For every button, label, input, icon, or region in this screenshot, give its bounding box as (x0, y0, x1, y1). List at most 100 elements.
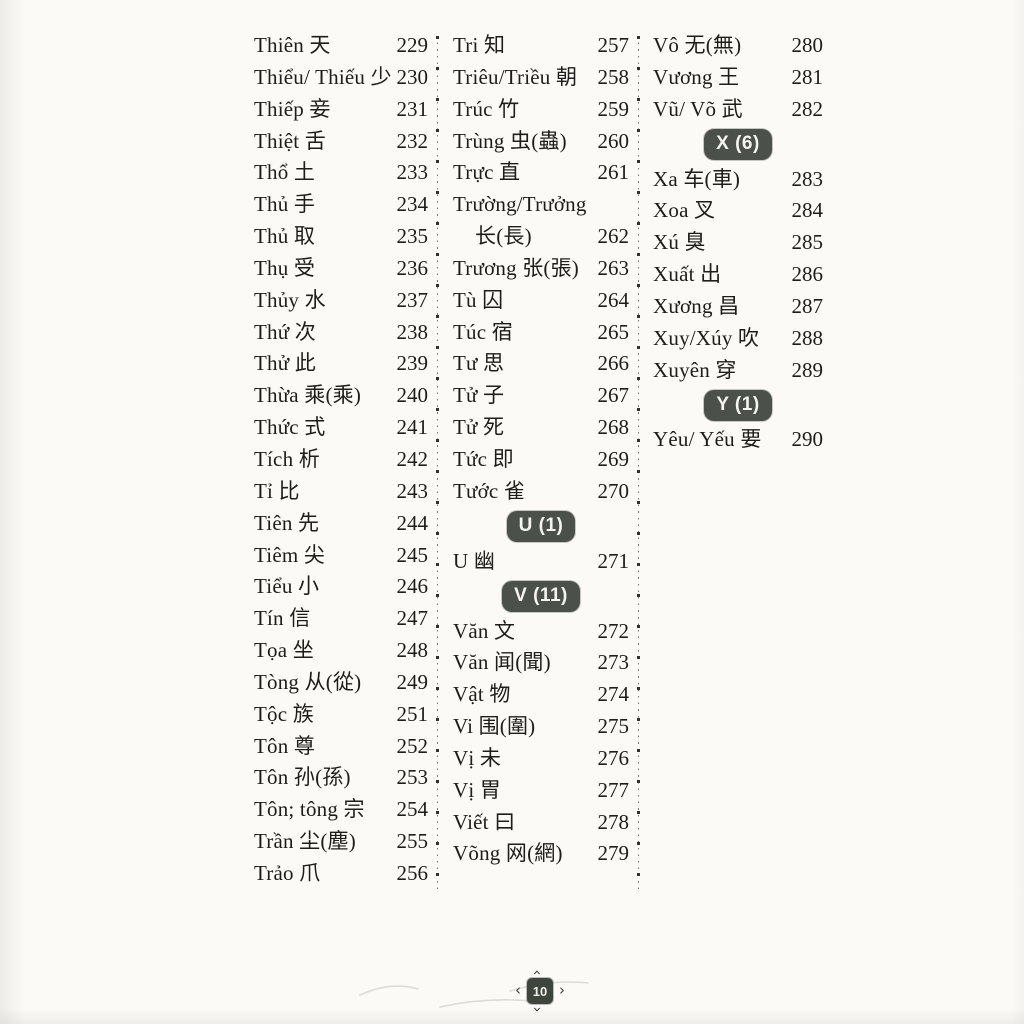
entry-term: Tư 思 (453, 351, 505, 376)
entry-page-number: 274 (597, 682, 630, 707)
chevron-down-icon: ‹ (527, 1006, 546, 1013)
entry-page-number: 255 (396, 829, 429, 854)
page-number-badge: 10 (527, 978, 553, 1004)
entry-page-number: 247 (396, 606, 429, 631)
entry-page-number: 257 (597, 33, 630, 57)
entry-term: Thụ 受 (254, 255, 316, 280)
entry-term: Thiểu/ Thiếu 少 (254, 64, 392, 89)
index-entry-row: Tọa 坐 248 (254, 635, 428, 667)
entry-page-number: 262 (597, 224, 630, 249)
entry-page-number: 241 (396, 415, 429, 440)
entry-page-number: 236 (396, 255, 429, 280)
entry-term: Tôn 孙(孫) (254, 765, 351, 790)
entry-term: Tôn 尊 (254, 733, 316, 758)
index-entry-row: Tư 思 266 (453, 348, 629, 380)
entry-term: Tỉ 比 (254, 478, 300, 503)
entry-page-number: 279 (597, 841, 630, 866)
entry-term: Tước 雀 (453, 478, 526, 503)
entry-term: Triêu/Triều 朝 (453, 64, 578, 89)
entry-term: Viết 曰 (453, 809, 516, 834)
entry-term: Thủ 取 (254, 224, 316, 249)
section-badge: Y (1) (704, 389, 772, 421)
entry-term: Xuyên 穿 (653, 357, 737, 382)
entry-page-number: 290 (791, 427, 824, 452)
index-entry-row: Xuyên 穿 289 (653, 355, 823, 387)
index-entry-row: Tiểu 小 246 (254, 571, 428, 603)
index-entry-row: Tòng 从(從) 249 (254, 667, 428, 699)
entry-page-number: 280 (791, 33, 824, 57)
entry-page-number: 248 (396, 638, 429, 663)
index-entry-row: Thổ 土 233 (254, 157, 428, 189)
index-entry-row: Võng 网(網) 279 (453, 838, 629, 870)
index-entry-row: Tri 知 257 (453, 30, 629, 62)
index-entry-row: Xuất 出 286 (653, 259, 823, 291)
entry-page-number: 233 (396, 160, 429, 185)
column-divider-2 (637, 36, 640, 890)
index-entry-row: Thừa 乘(乘) 240 (254, 380, 428, 412)
entry-page-number: 270 (597, 478, 630, 503)
entry-term: Xoa 叉 (653, 198, 716, 223)
entry-page-number: 238 (396, 319, 429, 344)
index-entry-row: Tín 信 247 (254, 603, 428, 635)
entry-page-number: 242 (396, 446, 429, 471)
entry-page-number: 265 (597, 319, 630, 344)
entry-term: Trùng 虫(蟲) (453, 128, 567, 153)
index-entry-row: Tôn 尊 252 (254, 731, 428, 763)
entry-page-number: 252 (396, 733, 429, 758)
index-entry-row: Tộc 族 251 (254, 699, 428, 731)
entry-page-number: 285 (791, 230, 824, 255)
entry-term: Vương 王 (653, 64, 740, 89)
index-entry-row: Thủ 手 234 (254, 189, 428, 221)
chevron-right-icon: › (559, 981, 565, 999)
entry-term: Thiếp 妾 (254, 96, 331, 121)
index-entry-row: Xuy/Xúy 吹 288 (653, 323, 823, 355)
index-entry-row: Vi 围(圍) 275 (453, 711, 629, 743)
entry-term: Trường/Trưởng (453, 192, 587, 217)
page-number-marker: ‹ › ‹ ‹ 10 (515, 970, 565, 1013)
entry-page-number: 239 (396, 351, 429, 376)
entry-term: Tòng 从(從) (254, 669, 362, 694)
index-entry-row: Tiên 先 244 (254, 508, 428, 540)
entry-page-number: 253 (396, 765, 429, 790)
entry-page-number: 261 (597, 160, 630, 185)
entry-term: Tri 知 (453, 33, 506, 57)
index-column-1: Thiên 天 229 Thiểu/ Thiếu 少 230 Thiếp 妾 231 Thi… (254, 30, 428, 890)
index-entry-row: Tôn 孙(孫) 253 (254, 762, 428, 794)
entry-page-number: 288 (791, 325, 824, 350)
index-entry-row: Triêu/Triều 朝 258 (453, 62, 629, 94)
index-entry-row: Trương 张(張) 263 (453, 253, 629, 285)
index-entry-row: Tôn; tông 宗 254 (254, 794, 428, 826)
entry-term: Trần 尘(塵) (254, 829, 356, 854)
entry-page-number: 251 (396, 701, 429, 726)
entry-term-continuation: 长(長) (475, 224, 532, 249)
entry-term: Tôn; tông 宗 (254, 797, 365, 822)
entry-term: Tử 子 (453, 383, 505, 408)
entry-page-number: 266 (597, 351, 630, 376)
entry-page-number: 237 (396, 287, 429, 312)
index-entry-row: Thụ 受 236 (254, 253, 428, 285)
entry-page-number: 245 (396, 542, 429, 567)
section-badge-row: Y (1) (653, 386, 823, 424)
index-entry-row: Trùng 虫(蟲) 260 (453, 126, 629, 158)
entry-page-number: 272 (597, 618, 630, 643)
entry-term: Thổ 土 (254, 160, 316, 185)
index-entry-row: Yêu/ Yếu 要 290 (653, 424, 823, 456)
index-entry-row: Tức 即 269 (453, 444, 629, 476)
entry-page-number: 232 (396, 128, 429, 153)
index-entry-row: Vô 无(無) 280 (653, 30, 823, 62)
entry-term: Văn 闻(聞) (453, 650, 551, 675)
entry-page-number: 287 (791, 293, 824, 318)
entry-term: Xuy/Xúy 吹 (653, 325, 760, 350)
entry-page-number: 243 (396, 478, 429, 503)
index-entry-row: Thiếp 妾 231 (254, 94, 428, 126)
index-entry-row: Vũ/ Võ 武 282 (653, 94, 823, 126)
index-entry-row: Trảo 爪 256 (254, 858, 428, 890)
entry-page-number: 260 (597, 128, 630, 153)
index-entry-row: Xoa 叉 284 (653, 195, 823, 227)
entry-term: Tín 信 (254, 606, 311, 631)
entry-term: Tức 即 (453, 446, 514, 471)
entry-term: Thức 式 (254, 415, 326, 440)
entry-page-number: 244 (396, 510, 429, 535)
entry-page-number: 271 (597, 548, 630, 573)
index-entry-row: Trúc 竹 259 (453, 94, 629, 126)
